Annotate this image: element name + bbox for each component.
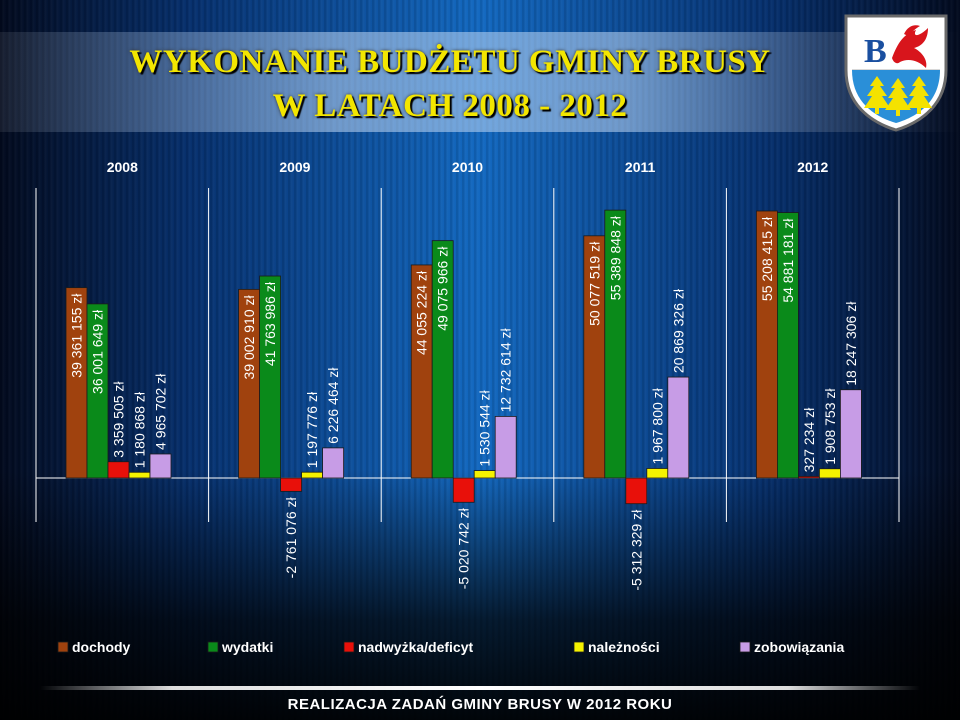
bar-wydatki (777, 212, 799, 479)
slide-title-line-2: W LATACH 2008 - 2012 (272, 88, 628, 124)
data-label: -2 761 076 zł (283, 496, 299, 578)
bar-wydatki (259, 275, 282, 479)
data-label: 41 763 986 zł (262, 281, 278, 366)
data-label: 54 881 181 zł (780, 218, 796, 303)
category-label: 2008 (107, 159, 138, 175)
category-label: 2011 (625, 159, 656, 175)
bar-nadwyżka/deficyt (625, 477, 648, 505)
bar-nadwyżka/deficyt (798, 476, 820, 479)
bar-należności (128, 471, 151, 479)
bar-wydatki (431, 240, 454, 479)
bar-należności (301, 471, 324, 479)
data-label: 36 001 649 zł (90, 309, 106, 394)
bar-należności (646, 468, 669, 479)
data-label: 1 530 544 zł (477, 389, 493, 466)
category-label: 2010 (452, 159, 483, 175)
bar-nadwyżka/deficyt (107, 461, 130, 479)
category-label: 2012 (797, 159, 828, 175)
data-label: 327 234 zł (801, 407, 817, 472)
bar-nadwyżka/deficyt (452, 477, 475, 503)
coat-of-arms-icon: B (844, 14, 948, 132)
svg-text:B: B (864, 33, 887, 70)
legend-swatch (343, 641, 355, 653)
legend-swatch (207, 641, 219, 653)
data-label: 1 197 776 zł (304, 391, 320, 468)
category-label: 2009 (279, 159, 310, 175)
data-label: 50 077 519 zł (586, 241, 602, 326)
data-label: 1 180 868 zł (132, 391, 148, 468)
legend-label: nadwyżka/deficyt (358, 639, 473, 655)
data-label: 6 226 464 zł (325, 367, 341, 444)
bar-zobowiązania (494, 416, 517, 479)
legend-label: wydatki (221, 639, 273, 655)
data-label: 55 389 848 zł (607, 215, 623, 300)
bar-zobowiązania (322, 447, 345, 479)
bar-nadwyżka/deficyt (280, 477, 303, 492)
bar-wydatki (604, 209, 627, 479)
footer-divider (40, 686, 920, 690)
data-label: -5 312 329 zł (628, 509, 644, 591)
bar-zobowiązania (149, 453, 172, 479)
bar-należności (473, 470, 496, 479)
data-label: 18 247 306 zł (843, 301, 859, 386)
legend-label: dochody (72, 639, 131, 655)
legend-label: należności (588, 639, 660, 655)
bar-należności (819, 468, 841, 479)
data-label: 20 869 326 zł (670, 288, 686, 373)
legend-label: zobowiązania (754, 639, 844, 655)
slide-title-line-1: WYKONANIE BUDŻETU GMINY BRUSY (129, 44, 771, 80)
data-label: -5 020 742 zł (456, 507, 472, 589)
data-label: 1 908 753 zł (822, 388, 838, 465)
slide-footer: REALIZACJA ZADAŃ GMINY BRUSY W 2012 ROKU (287, 696, 673, 713)
legend-swatch (57, 641, 69, 653)
data-label: 55 208 415 zł (759, 216, 775, 301)
bar-zobowiązania (667, 376, 690, 479)
bar-zobowiązania (840, 389, 862, 479)
data-label: 3 359 505 zł (111, 381, 127, 458)
legend-swatch (739, 641, 751, 653)
legend-swatch (573, 641, 585, 653)
title-band (0, 32, 960, 132)
data-label: 12 732 614 zł (498, 327, 514, 412)
data-label: 49 075 966 zł (435, 246, 451, 331)
data-label: 1 967 800 zł (649, 387, 665, 464)
data-label: 44 055 224 zł (414, 270, 430, 355)
data-label: 39 002 910 zł (241, 294, 257, 379)
data-label: 39 361 155 zł (69, 293, 85, 378)
data-label: 4 965 702 zł (153, 373, 169, 450)
bar-wydatki (86, 303, 109, 479)
